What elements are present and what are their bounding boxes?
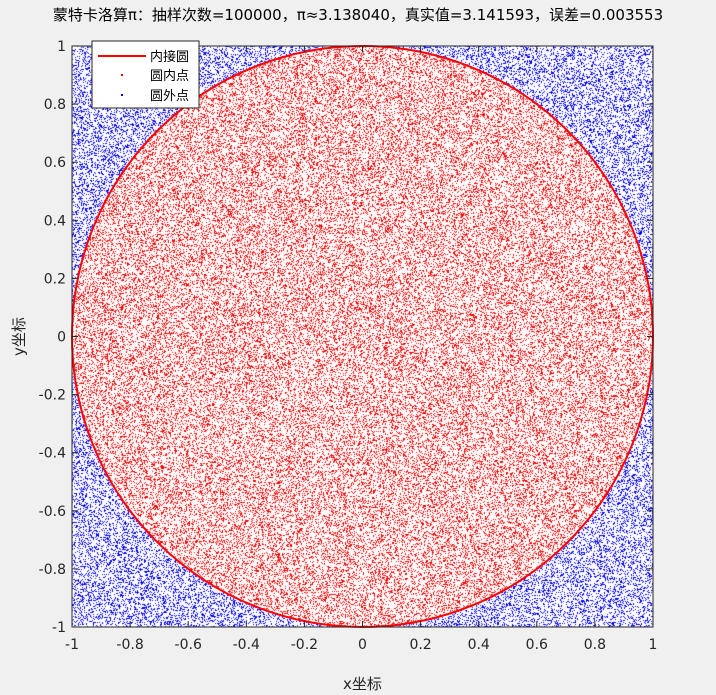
- y-tick-label: -0.8: [39, 562, 66, 578]
- y-tick-label: -0.6: [39, 504, 66, 520]
- x-tick-label: 0: [358, 637, 367, 653]
- x-tick-label: -0.6: [175, 637, 202, 653]
- y-tick-label: -0.2: [39, 388, 66, 404]
- x-tick-label: -0.8: [116, 637, 143, 653]
- legend-label-inside: 圆内点: [150, 68, 189, 84]
- y-axis-label: y坐标: [10, 317, 28, 356]
- chart-title: 蒙特卡洛算π：抽样次数=100000，π≈3.138040，真实值=3.1415…: [52, 6, 664, 24]
- legend-swatch-inside: [121, 74, 123, 76]
- legend-box: [91, 40, 200, 109]
- x-tick-label: 0.4: [468, 637, 490, 653]
- x-tick-label: 0.8: [584, 637, 606, 653]
- y-tick-label: 0.8: [44, 97, 66, 113]
- x-tick-label: 1: [649, 637, 658, 653]
- legend[interactable]: 内接圆 圆内点 圆外点: [91, 40, 200, 109]
- y-tick-label: 0.2: [44, 271, 66, 287]
- x-tick-label: 0.2: [409, 637, 431, 653]
- y-tick-label: 1: [57, 39, 66, 55]
- y-tick-label: 0: [57, 330, 66, 346]
- y-tick-label: -1: [52, 620, 66, 636]
- legend-label-outside: 圆外点: [150, 89, 189, 104]
- sample-points: [72, 46, 653, 627]
- y-tick-label: 0.4: [44, 213, 66, 229]
- y-tick-label: -0.4: [39, 446, 66, 462]
- legend-swatch-outside: [121, 94, 123, 96]
- x-tick-label: -0.4: [233, 637, 260, 653]
- x-tick-labels: -1 -0.8 -0.6 -0.4 -0.2 0 0.2 0.4 0.6 0.8 1: [65, 637, 657, 653]
- x-tick-label: 0.6: [526, 637, 548, 653]
- legend-label-circle: 内接圆: [150, 49, 189, 65]
- y-tick-label: 0.6: [44, 155, 66, 171]
- x-tick-label: -1: [65, 637, 79, 653]
- x-axis-label: x坐标: [343, 675, 382, 693]
- x-tick-label: -0.2: [291, 637, 318, 653]
- y-tick-labels: -1 -0.8 -0.6 -0.4 -0.2 0 0.2 0.4 0.6 0.8 1: [39, 39, 66, 636]
